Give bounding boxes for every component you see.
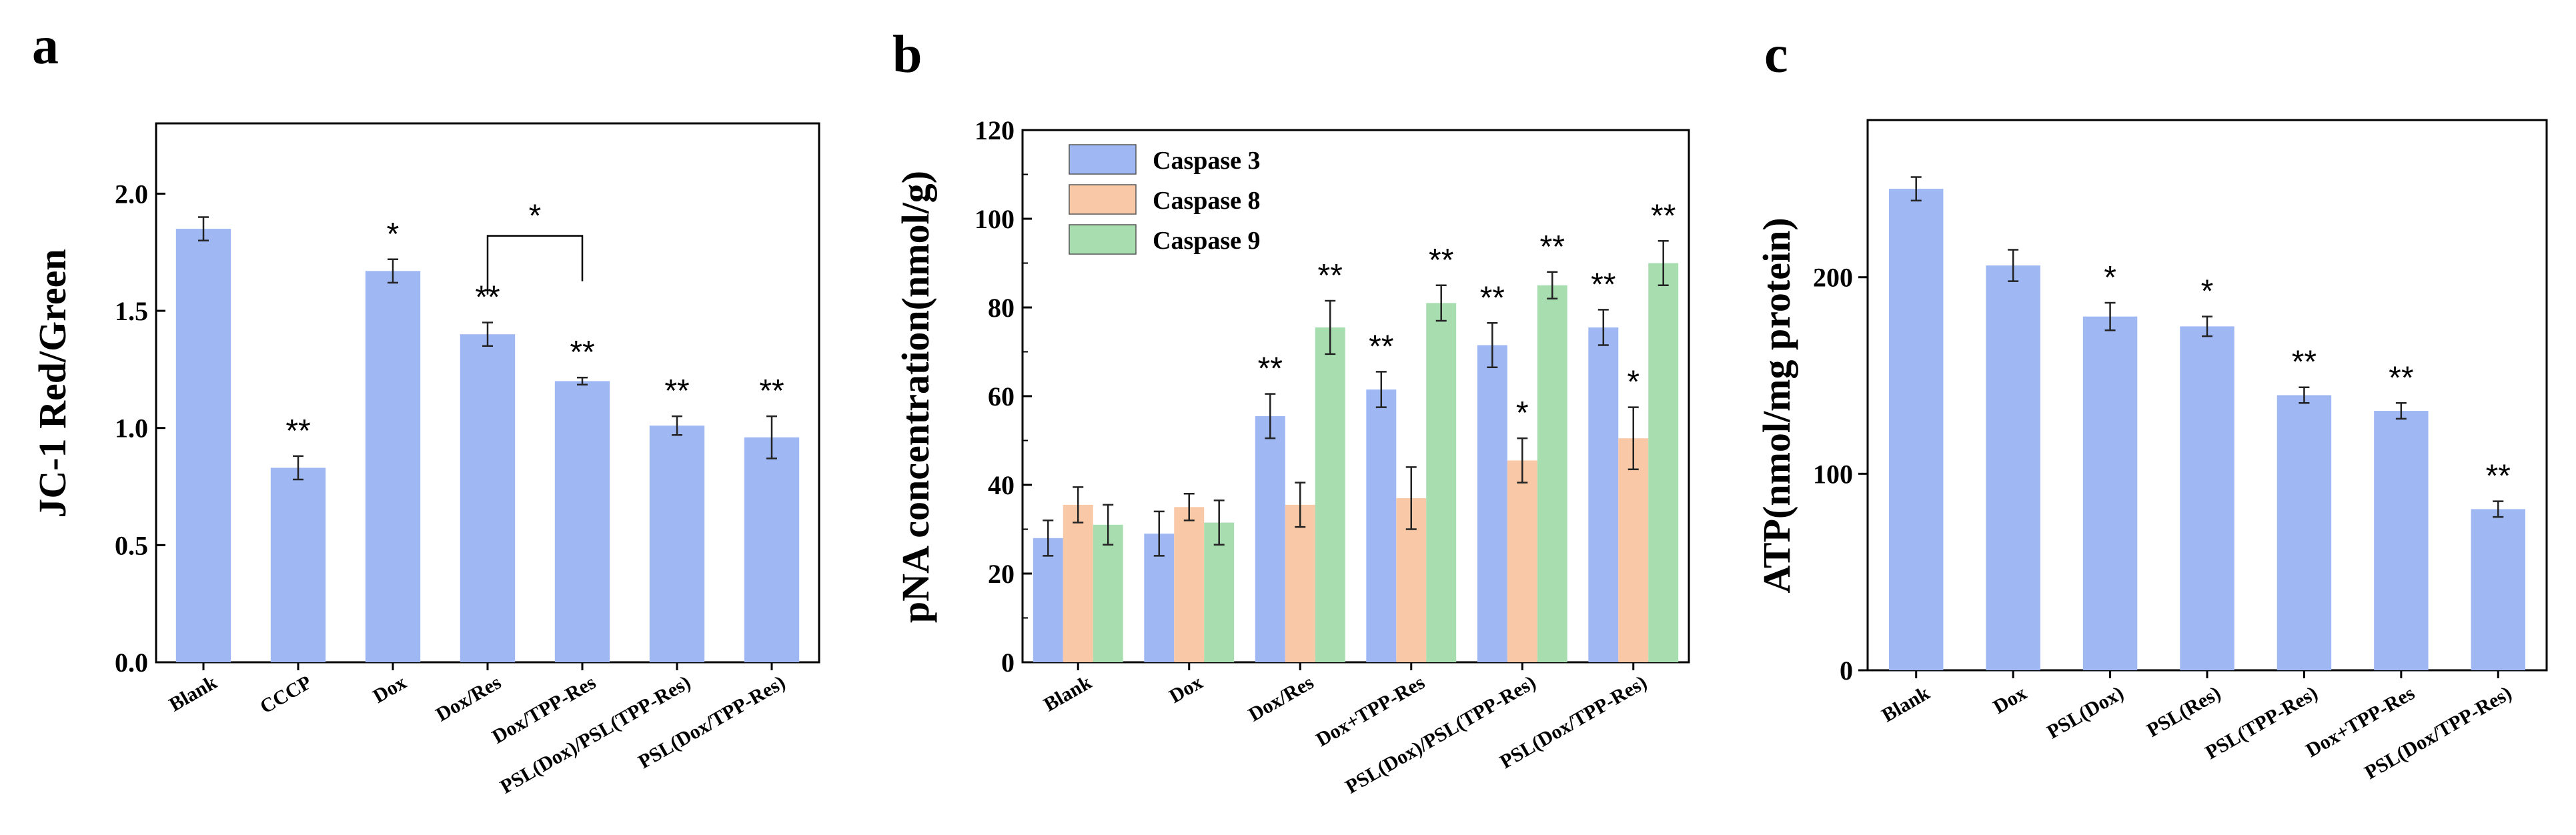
significance-marker: ** xyxy=(1429,243,1453,278)
legend-label: Caspase 3 xyxy=(1153,147,1261,175)
y-tick-label: 100 xyxy=(975,204,1015,234)
bar xyxy=(744,437,800,662)
significance-marker: * xyxy=(2201,274,2214,309)
y-tick-label: 1.5 xyxy=(115,296,148,326)
significance-marker: ** xyxy=(1480,280,1505,315)
significance-marker: * xyxy=(1516,395,1529,431)
bracket-significance: * xyxy=(529,199,542,234)
bar xyxy=(2082,316,2138,671)
bar xyxy=(175,229,231,663)
bar xyxy=(1366,389,1397,662)
y-tick-label: 0.0 xyxy=(115,648,148,678)
x-category-label: Dox xyxy=(370,671,410,707)
bar xyxy=(2277,395,2332,670)
x-category-label: Dox xyxy=(1990,682,2030,718)
bar xyxy=(1618,438,1649,662)
x-category-label: PSL(Dox) xyxy=(2043,682,2127,743)
significance-marker: * xyxy=(2104,260,2116,295)
significance-marker: ** xyxy=(1651,198,1676,233)
y-tick-label: 0 xyxy=(1840,656,1853,686)
y-tick-label: 100 xyxy=(1813,459,1853,489)
x-category-label: Dox xyxy=(1165,671,1206,707)
significance-marker: ** xyxy=(664,373,689,409)
bar xyxy=(1477,345,1507,662)
bar xyxy=(2471,509,2526,670)
bar xyxy=(1255,415,1285,662)
y-tick-label: 1.0 xyxy=(115,413,148,444)
bar xyxy=(649,426,705,662)
legend-label: Caspase 9 xyxy=(1153,227,1261,255)
significance-marker: ** xyxy=(2292,345,2317,380)
bar xyxy=(1204,522,1235,662)
bar xyxy=(1588,327,1619,662)
significance-marker: * xyxy=(387,217,400,252)
chart-a: 0.0 0.5 1.0 1.5 2.0 Blank ** CCCP * Dox ** Dox/Res *… xyxy=(115,122,820,798)
y-tick-label: 0.5 xyxy=(115,530,148,560)
significance-marker: ** xyxy=(2389,360,2413,395)
significance-marker: * xyxy=(1627,365,1640,400)
x-category-label: Dox/Res xyxy=(1245,671,1317,726)
bar xyxy=(1033,538,1063,662)
panel-letter-b: b xyxy=(892,25,922,84)
bar xyxy=(1315,327,1345,662)
bar xyxy=(554,381,610,662)
significance-marker: ** xyxy=(1540,229,1565,265)
x-category-label: CCCP xyxy=(256,671,315,718)
bar xyxy=(1093,524,1123,662)
legend-swatch xyxy=(1069,144,1137,175)
bar xyxy=(1648,263,1679,662)
comparison-bracket xyxy=(486,235,584,295)
panel-letter-c: c xyxy=(1764,25,1788,84)
legend-swatch xyxy=(1069,224,1137,255)
chart-c-y-axis-title: ATP(nmol/mg protein) xyxy=(1755,217,1798,593)
bar xyxy=(1063,504,1093,662)
bar xyxy=(1888,189,1944,670)
significance-marker: ** xyxy=(1369,329,1393,364)
significance-marker: ** xyxy=(285,413,310,449)
significance-marker: ** xyxy=(570,335,594,370)
significance-marker: ** xyxy=(1591,267,1616,302)
x-category-label: Blank xyxy=(1878,682,1934,726)
panel-letter-a: a xyxy=(32,17,59,75)
bar xyxy=(460,334,516,662)
bar xyxy=(1285,504,1315,662)
bar xyxy=(2374,411,2429,670)
significance-marker: ** xyxy=(1318,258,1343,293)
legend-label: Caspase 8 xyxy=(1153,187,1261,215)
y-tick-label: 80 xyxy=(988,293,1015,323)
y-tick-label: 0 xyxy=(1001,648,1015,678)
bar xyxy=(270,468,326,662)
bar xyxy=(1426,303,1457,663)
bar xyxy=(1986,265,2040,670)
x-category-label: Dox/Res xyxy=(432,671,505,726)
x-category-label: Blank xyxy=(165,671,221,716)
bar xyxy=(1537,285,1567,662)
bar xyxy=(1174,507,1205,662)
chart-b-y-axis-title: pNA concentration(nmol/g) xyxy=(894,171,937,623)
significance-marker: ** xyxy=(1258,351,1283,387)
y-tick-label: 200 xyxy=(1813,263,1853,293)
x-category-label: PSL(Dox)/PSL(TPP-Res) xyxy=(1342,671,1539,798)
x-category-label: PSL(Res) xyxy=(2143,682,2224,741)
bar xyxy=(1507,460,1537,662)
significance-marker: ** xyxy=(759,373,784,409)
y-tick-label: 60 xyxy=(988,381,1015,411)
y-tick-label: 20 xyxy=(988,559,1015,589)
chart-a-y-axis-title: JC-1 Red/Green xyxy=(31,249,74,518)
y-tick-label: 40 xyxy=(988,470,1015,500)
bar xyxy=(2180,326,2234,670)
y-tick-label: 2.0 xyxy=(115,179,148,209)
significance-marker: ** xyxy=(2486,459,2511,494)
x-category-label: Blank xyxy=(1040,671,1095,716)
legend-swatch xyxy=(1069,184,1137,215)
bar xyxy=(365,271,421,662)
y-tick-label: 120 xyxy=(975,115,1015,145)
